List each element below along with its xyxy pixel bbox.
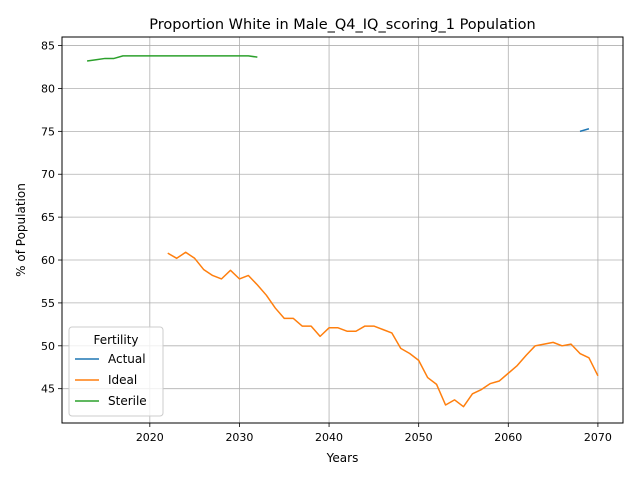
- y-axis-label: % of Population: [14, 183, 28, 277]
- series-line-sterile: [86, 55, 258, 62]
- x-tick-label: 2030: [225, 431, 253, 444]
- y-tick-label: 80: [41, 82, 55, 95]
- legend-title: Fertility: [93, 333, 138, 347]
- x-axis-label: Years: [326, 451, 359, 465]
- y-tick-label: 55: [41, 297, 55, 310]
- legend-label-actual: Actual: [108, 352, 146, 366]
- series-line-ideal: [167, 251, 599, 408]
- x-tick-label: 2020: [136, 431, 164, 444]
- legend-label-sterile: Sterile: [108, 394, 147, 408]
- x-tick-label: 2070: [584, 431, 612, 444]
- y-tick-label: 60: [41, 254, 55, 267]
- y-tick-label: 65: [41, 211, 55, 224]
- y-tick-label: 85: [41, 40, 55, 53]
- y-tick-label: 50: [41, 340, 55, 353]
- chart-title: Proportion White in Male_Q4_IQ_scoring_1…: [149, 17, 536, 33]
- legend: Fertility Actual Ideal Sterile: [68, 326, 164, 417]
- x-tick-label: 2040: [315, 431, 343, 444]
- legend-label-ideal: Ideal: [108, 373, 137, 387]
- axis-ticks: 2020 2030 2040 2050 2060 2070 45 50 55 60 65 70 75 80…: [41, 40, 612, 444]
- y-tick-label: 70: [41, 168, 55, 181]
- plot-frame: [61, 36, 624, 424]
- x-tick-label: 2050: [405, 431, 433, 444]
- x-tick-label: 2060: [494, 431, 522, 444]
- series-line-actual: [579, 128, 590, 133]
- y-tick-label: 75: [41, 125, 55, 138]
- series-lines: [86, 55, 599, 408]
- legend-box: [68, 326, 164, 417]
- y-tick-label: 45: [41, 383, 55, 396]
